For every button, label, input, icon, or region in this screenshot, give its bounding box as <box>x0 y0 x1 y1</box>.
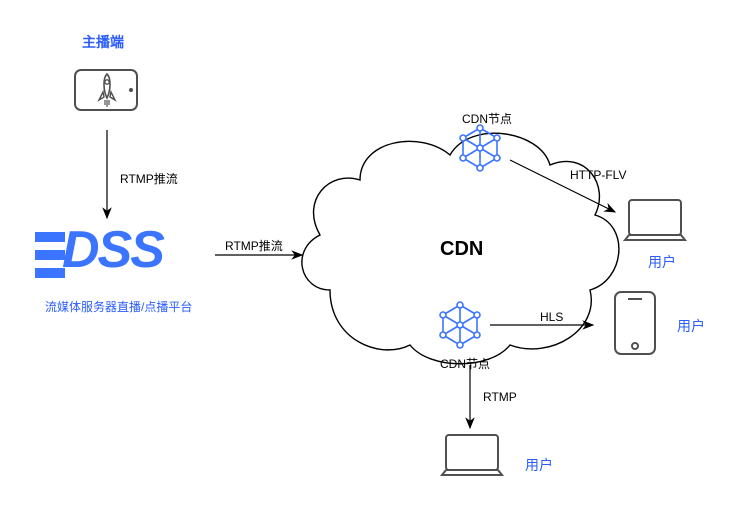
http-flv-label: HTTP-FLV <box>570 168 626 182</box>
rtmp-label: RTMP <box>483 390 517 404</box>
rtmp-push-1-label: RTMP推流 <box>120 170 178 187</box>
broadcaster-title: 主播端 <box>82 32 124 52</box>
laptop-user1-icon <box>625 200 685 240</box>
cdn-node-top-label: CDN节点 <box>462 110 512 127</box>
user3-label: 用户 <box>525 455 553 475</box>
cdn-node-bottom-label: CDN节点 <box>440 355 490 372</box>
rtmp-push-2-label: RTMP推流 <box>225 237 283 254</box>
cdn-node-top-icon <box>460 125 500 171</box>
dss-logo-bars <box>35 232 65 278</box>
dss-subtitle: 流媒体服务器直播/点播平台 <box>45 298 192 315</box>
cdn-label: CDN <box>440 238 483 261</box>
user2-label: 用户 <box>677 316 705 336</box>
cdn-node-bottom-icon <box>440 302 480 348</box>
phone-user2-icon <box>615 292 655 354</box>
dss-logo-text: DSS <box>62 220 163 280</box>
laptop-user3-icon <box>442 435 502 475</box>
broadcaster-phone-icon <box>75 70 137 110</box>
hls-label: HLS <box>540 310 563 324</box>
user1-label: 用户 <box>648 252 676 272</box>
